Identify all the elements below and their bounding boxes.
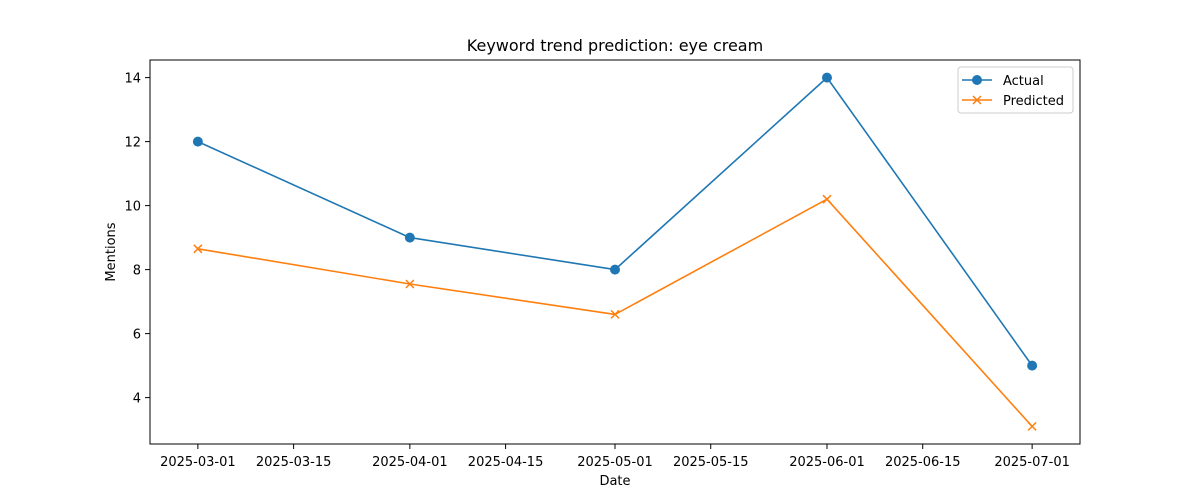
x-tick-label: 2025-04-15 xyxy=(468,455,544,470)
y-tick-label: 8 xyxy=(133,264,141,279)
plot-area xyxy=(192,72,1038,431)
series-actual xyxy=(192,72,1038,371)
y-axis-label: Mentions xyxy=(104,222,119,281)
plot-frame xyxy=(149,59,1081,445)
y-axis: 4 6 8 10 12 14 xyxy=(124,72,150,407)
legend-label: Predicted xyxy=(1003,94,1064,109)
y-tick-label: 6 xyxy=(133,328,141,343)
predicted-point xyxy=(193,244,203,254)
actual-line xyxy=(197,76,1033,367)
legend: Actual Predicted xyxy=(957,66,1074,114)
legend-marker xyxy=(972,75,982,85)
predicted-point xyxy=(822,194,832,204)
x-axis-label: Date xyxy=(599,474,630,489)
x-tick-label: 2025-03-15 xyxy=(256,455,332,470)
chart-title: Keyword trend prediction: eye cream xyxy=(467,36,763,55)
actual-point xyxy=(1027,360,1038,371)
x-tick-label: 2025-05-15 xyxy=(673,455,749,470)
predicted-point xyxy=(1027,421,1037,431)
legend-item-actual: Actual xyxy=(962,74,1044,89)
x-tick-label: 2025-07-01 xyxy=(994,455,1070,470)
actual-point xyxy=(821,72,832,83)
y-tick-label: 10 xyxy=(124,200,141,215)
x-axis: 2025-03-01 2025-03-15 2025-04-01 2025-04-15… xyxy=(160,444,1070,470)
legend-marker xyxy=(972,95,982,105)
actual-point xyxy=(192,136,203,147)
actual-point xyxy=(610,264,620,275)
predicted-line xyxy=(197,198,1033,427)
legend-label: Actual xyxy=(1003,74,1044,89)
series-predicted xyxy=(193,194,1037,431)
legend-box xyxy=(957,66,1074,114)
y-tick-label: 14 xyxy=(124,72,141,87)
predicted-point xyxy=(610,309,620,319)
x-tick-label: 2025-04-01 xyxy=(372,455,448,470)
x-tick-label: 2025-03-01 xyxy=(160,455,236,470)
legend-item-predicted: Predicted xyxy=(962,94,1064,109)
x-tick-label: 2025-05-01 xyxy=(577,455,653,470)
x-tick-label: 2025-06-15 xyxy=(885,455,961,470)
x-tick-label: 2025-06-01 xyxy=(789,455,865,470)
actual-point xyxy=(404,232,415,243)
predicted-point xyxy=(405,279,415,289)
y-tick-label: 12 xyxy=(124,136,141,151)
y-tick-label: 4 xyxy=(133,392,141,407)
